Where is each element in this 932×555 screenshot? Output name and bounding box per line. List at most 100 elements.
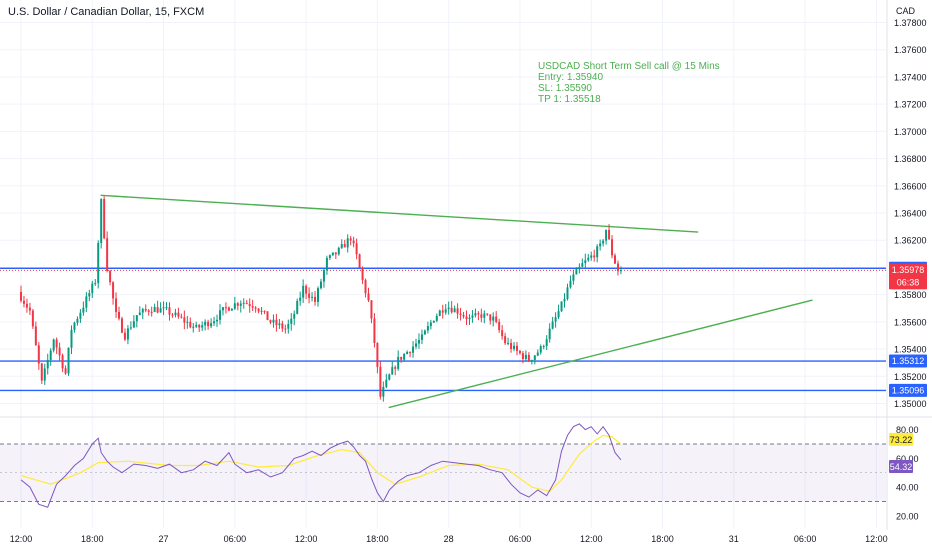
annotation-line: SL: 1.35590: [538, 83, 592, 94]
candle-body: [120, 318, 123, 333]
candle-body: [218, 310, 221, 320]
candle-body: [269, 320, 272, 323]
candle-body: [186, 321, 189, 323]
candle-body: [135, 315, 138, 322]
candle-body: [616, 263, 619, 272]
time-tick-label: 06:00: [794, 534, 817, 544]
candle-body: [587, 257, 590, 261]
candle-body: [578, 266, 581, 270]
rsi-ma-line: [20, 434, 622, 493]
symbol-title[interactable]: U.S. Dollar / Canadian Dollar, 15, FXCM: [8, 6, 205, 18]
rsi-tick-label: 40.00: [896, 483, 919, 493]
candle-body: [581, 263, 584, 267]
candle-body: [91, 283, 94, 294]
candle-body: [513, 345, 516, 350]
candle-body: [391, 367, 394, 375]
candle-body: [31, 310, 34, 327]
candle-body: [210, 323, 213, 327]
candle-body: [415, 343, 418, 347]
candle-body: [495, 316, 498, 322]
candle-body: [171, 314, 174, 316]
rsi-value-label: 73.22: [890, 435, 913, 445]
candle-body: [293, 313, 296, 319]
rsi-line: [20, 423, 622, 508]
candle-body: [533, 355, 536, 361]
candle-body: [539, 346, 542, 353]
candle-body: [334, 252, 337, 255]
time-tick-label: 18:00: [366, 534, 389, 544]
price-badge-label: 1.35978: [892, 265, 925, 275]
candle-body: [352, 240, 355, 244]
candle-body: [406, 351, 409, 355]
candle-body: [236, 303, 239, 306]
candle-body: [129, 327, 132, 329]
candle-body: [521, 353, 524, 359]
candle-body: [340, 244, 343, 248]
candle-body: [453, 308, 456, 313]
candle-body: [22, 300, 25, 304]
candle-body: [207, 321, 210, 327]
candle-body: [201, 325, 204, 328]
candle-body: [361, 267, 364, 281]
candle-body: [76, 318, 79, 323]
candle-body: [569, 280, 572, 288]
time-axis[interactable]: 12:00 18:00 27 06:00 12:00 18:00 28 06:00 12:00 1…: [10, 534, 888, 544]
candle-body: [97, 242, 100, 284]
price-badge-label: 1.35312: [892, 356, 925, 366]
candle-body: [510, 342, 513, 350]
rsi-tick-label: 60.00: [896, 454, 919, 464]
candle-body: [358, 254, 361, 268]
price-tick-label: 1.37200: [894, 100, 927, 110]
candle-body: [447, 307, 450, 310]
grid-lines: [0, 0, 932, 530]
candle-body: [147, 310, 150, 312]
candle-body: [61, 355, 64, 369]
candle-body: [504, 336, 507, 344]
price-axis[interactable]: 1.37800 1.37600 1.37400 1.37200 1.37000 1.368…: [889, 18, 927, 521]
candle-body: [385, 379, 388, 387]
price-tick-label: 1.36200: [894, 236, 927, 246]
candle-body: [456, 308, 459, 314]
candle-body: [70, 329, 73, 348]
price-tick-label: 1.36400: [894, 209, 927, 219]
candle-body: [251, 306, 254, 308]
price-badge: [889, 354, 927, 368]
candle-body: [284, 328, 287, 330]
trendline: [100, 194, 699, 233]
candle-body: [311, 296, 314, 298]
candle-body: [85, 296, 88, 308]
candle-body: [438, 310, 441, 316]
price-tick-label: 1.37400: [894, 72, 927, 82]
candle-body: [49, 350, 52, 360]
candle-body: [317, 288, 319, 302]
candle-body: [536, 352, 539, 356]
candle-body: [174, 312, 177, 316]
candle-body: [302, 285, 305, 298]
time-tick-label: 06:00: [224, 534, 247, 544]
candle-body: [507, 342, 510, 344]
candle-body: [412, 346, 415, 353]
candle-body: [465, 316, 468, 320]
time-tick-label: 06:00: [509, 534, 532, 544]
candle-body: [486, 313, 489, 315]
candle-body: [192, 326, 195, 328]
candle-body: [364, 280, 367, 294]
time-tick-label: 18:00: [651, 534, 674, 544]
candle-body: [459, 313, 462, 316]
candle-body: [67, 347, 70, 374]
candle-body: [287, 323, 290, 329]
candle-body: [322, 270, 325, 282]
candle-body: [331, 252, 334, 256]
candle-body: [328, 255, 331, 258]
annotation-line: TP 1: 1.35518: [538, 94, 601, 105]
candlestick-series: [20, 196, 622, 402]
candle-body: [198, 325, 201, 328]
candle-body: [462, 315, 465, 317]
candle-body: [471, 315, 474, 318]
candle-body: [245, 302, 248, 304]
candle-body: [367, 293, 370, 301]
price-tick-label: 1.37800: [894, 18, 927, 28]
candle-body: [189, 321, 192, 328]
